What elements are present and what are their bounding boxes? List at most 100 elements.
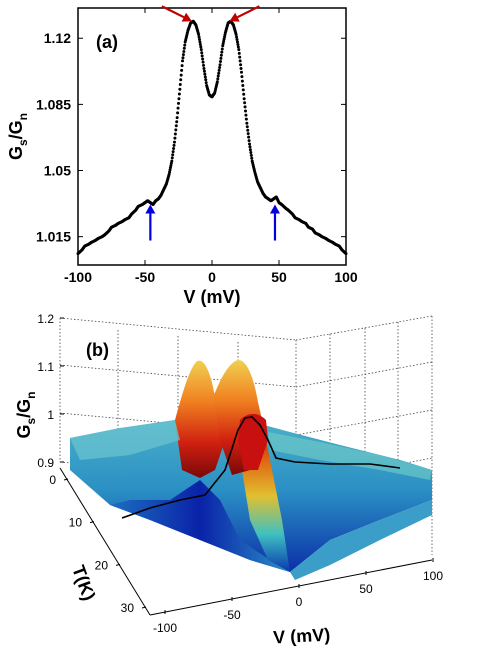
data-point	[197, 38, 201, 41]
grid-line	[59, 364, 297, 388]
data-point	[173, 132, 177, 136]
surface-front-right	[290, 500, 432, 580]
data-point	[199, 45, 203, 49]
z-tick-label: 1	[47, 408, 54, 422]
x-tick-label: -50	[135, 269, 155, 285]
panel-b-t-axis-line	[59, 467, 151, 616]
panel-b-zlabel-slash: /G	[14, 399, 34, 418]
t-tick-mark	[141, 606, 147, 609]
data-point	[198, 40, 202, 44]
data-point	[249, 153, 253, 157]
data-point	[183, 43, 187, 47]
data-point	[244, 117, 248, 121]
data-point	[220, 47, 224, 51]
data-point	[200, 54, 204, 58]
panel-b-zlabel-n: n	[24, 391, 38, 398]
data-point	[243, 101, 247, 105]
panel-a-plot-frame	[77, 7, 347, 266]
annotation-arrowhead	[269, 204, 280, 214]
data-point	[198, 43, 202, 47]
data-point	[177, 101, 180, 105]
panel-b-label: (b)	[86, 340, 109, 360]
t-tick-mark	[115, 563, 121, 566]
data-point	[202, 69, 206, 73]
data-point	[176, 106, 180, 110]
data-point	[240, 75, 244, 79]
panel-a-ylabel-s: s	[16, 139, 30, 146]
surface-reference-curve	[121, 416, 401, 519]
grid-line	[295, 409, 433, 436]
panel-a-data-points	[76, 19, 348, 256]
x-tick-label: 100	[334, 269, 358, 285]
data-point	[204, 81, 208, 85]
t-tick-mark	[89, 521, 95, 524]
data-point	[203, 72, 207, 76]
data-point	[236, 45, 240, 49]
data-point	[174, 124, 178, 128]
x-tick-label: 0	[208, 269, 216, 285]
panel-a-arrows	[145, 5, 280, 241]
t-tick-label: 20	[95, 558, 109, 572]
data-point	[197, 32, 201, 36]
data-point	[235, 40, 239, 44]
data-point	[171, 150, 175, 154]
annotation-arrowhead	[145, 204, 156, 214]
panel-b-v-axis-label: V (mV)	[273, 625, 331, 648]
panel-a-x-axis-label: V (mV)	[183, 287, 240, 307]
v-tick-label: 0	[296, 595, 303, 609]
v-tick-label: -100	[153, 621, 177, 635]
panel-b-v-ticks: -100 -50 0 50 100	[153, 558, 443, 635]
v-tick-label: 50	[359, 582, 373, 596]
data-point	[180, 68, 184, 72]
x-tick-label: -100	[64, 269, 92, 285]
data-point	[240, 79, 244, 83]
data-point	[216, 77, 220, 81]
data-point	[218, 63, 222, 67]
panel-b-zlabel-s: s	[24, 418, 38, 425]
panel-a-y-ticks: 1.015 1.05 1.085 1.12	[36, 30, 346, 245]
data-point	[200, 51, 204, 55]
data-point	[235, 38, 239, 41]
panel-b-z-ticks: 0.9 1 1.1 1.2	[37, 312, 64, 470]
data-point	[216, 74, 220, 78]
data-point	[175, 116, 179, 120]
panel-a-ylabel-slash: /G	[6, 120, 26, 139]
data-point	[171, 153, 175, 157]
data-point	[243, 105, 247, 109]
data-point	[172, 143, 176, 147]
annotation-arrowhead	[229, 12, 240, 22]
data-point	[217, 71, 221, 75]
annotation-arrow	[161, 5, 185, 19]
data-point	[170, 156, 174, 160]
data-point	[181, 59, 185, 63]
t-tick-mark	[63, 478, 69, 481]
data-point	[203, 75, 207, 79]
data-point	[174, 128, 178, 132]
data-point	[245, 125, 249, 129]
panel-a-x-ticks: -100 -50 0 50 100	[64, 8, 358, 285]
data-point	[244, 109, 247, 113]
data-point	[248, 145, 252, 149]
data-point	[247, 139, 251, 143]
data-point	[180, 64, 184, 68]
annotation-arrowhead	[181, 12, 192, 22]
v-tick-label: -50	[223, 608, 241, 622]
data-point	[182, 49, 186, 53]
x-tick-label: 50	[271, 269, 287, 285]
annotation-arrow	[236, 5, 260, 19]
data-point	[219, 56, 223, 60]
panel-a-ylabel-n: n	[16, 113, 30, 120]
t-tick-label: 0	[49, 473, 56, 487]
panel-b-z-axis-label: Gs/Gn	[14, 391, 38, 438]
data-point	[181, 56, 185, 60]
data-point	[179, 73, 183, 77]
t-tick-label: 30	[121, 601, 135, 615]
grid-line	[295, 361, 433, 388]
data-point	[238, 59, 242, 63]
data-point	[239, 70, 243, 74]
data-point	[217, 68, 221, 72]
y-tick-label: 1.12	[44, 30, 71, 46]
panel-a-ylabel-g: G	[6, 146, 26, 160]
data-point	[177, 92, 181, 96]
